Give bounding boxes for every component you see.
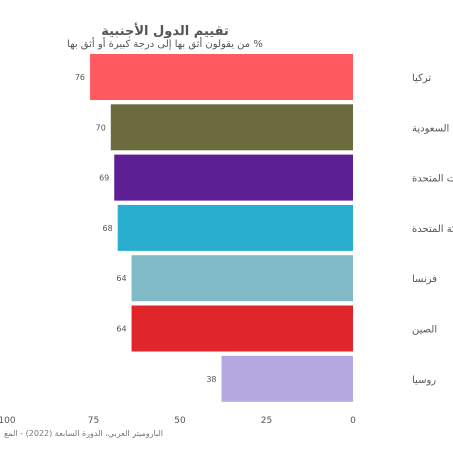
bar-5 xyxy=(131,305,353,352)
value-label-2: 69 xyxy=(99,174,109,183)
category-label-5: الصين xyxy=(412,325,437,336)
chart-subtitle: % من يقولون أثق بها إلى درجة كبيرة أو أث… xyxy=(67,39,263,50)
x-tick-label-1: 75 xyxy=(88,416,99,426)
value-label-5: 64 xyxy=(116,325,126,334)
chart-title: تقييم الدول الأجنبية xyxy=(101,24,229,39)
category-label-4: فرنسا xyxy=(412,274,437,285)
category-label-0: تركيا xyxy=(412,73,431,84)
category-label-6: روسيا xyxy=(412,375,436,386)
value-label-4: 64 xyxy=(116,274,126,283)
bar-1 xyxy=(110,104,353,151)
x-tick-label-3: 25 xyxy=(261,416,272,426)
x-tick-label-4: 0 xyxy=(350,416,356,426)
value-label-6: 38 xyxy=(206,375,216,384)
x-tick-label-0: 100 xyxy=(0,416,16,426)
bar-2 xyxy=(114,154,353,201)
bar-4 xyxy=(131,255,353,302)
x-tick-label-2: 50 xyxy=(174,416,186,426)
category-label-1: السعودية xyxy=(412,123,449,134)
value-label-1: 70 xyxy=(96,123,106,132)
value-label-0: 76 xyxy=(75,73,85,82)
bar-6 xyxy=(221,355,353,402)
bar-3 xyxy=(117,204,353,251)
category-label-3: المملكة المتحدة xyxy=(412,224,453,235)
bar-0 xyxy=(90,54,353,100)
category-label-2: الولايات المتحدة xyxy=(412,174,453,185)
source-note: الباروميتر العربي، الدورة السابعة (2022)… xyxy=(4,429,163,438)
value-label-3: 68 xyxy=(103,224,113,233)
